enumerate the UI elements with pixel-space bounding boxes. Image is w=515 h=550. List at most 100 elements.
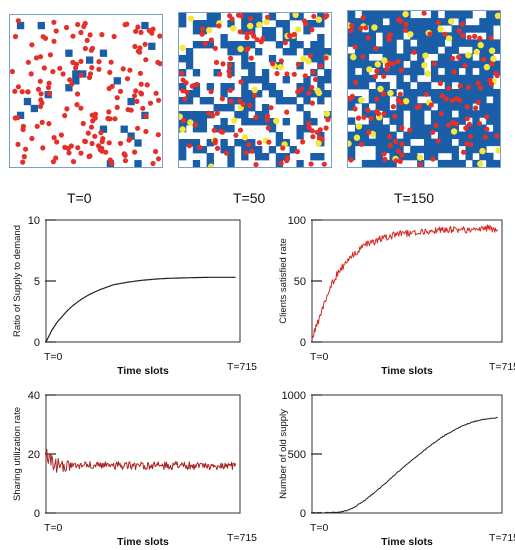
grid-cell — [375, 25, 383, 33]
grid-cell — [389, 53, 397, 62]
grid-highlight-dot — [483, 63, 491, 71]
grid-cell — [368, 18, 377, 26]
grid-dot — [124, 21, 130, 27]
grid-dot — [124, 76, 131, 82]
grid-dot — [180, 118, 187, 124]
grid-cell — [424, 18, 432, 26]
grid-cell — [241, 153, 249, 161]
grid-cell — [241, 41, 249, 49]
grid-cell — [451, 32, 459, 40]
grid-cell — [430, 74, 439, 83]
grid-dot — [375, 111, 381, 117]
grid-dot — [180, 77, 186, 83]
grid-dot — [489, 61, 495, 67]
grid-cell — [458, 25, 466, 33]
grid-cell — [275, 90, 284, 98]
grid-cell — [348, 152, 356, 161]
grid-dot — [96, 59, 102, 65]
grid-cell — [213, 125, 221, 133]
grid-dot — [482, 134, 488, 140]
grid-cell — [493, 18, 500, 26]
grid-dot — [457, 83, 463, 89]
grid-cell — [472, 145, 480, 154]
grid-dot — [146, 28, 152, 34]
grid-dot — [78, 29, 84, 36]
grid-cell — [361, 124, 370, 132]
grid-cell — [479, 124, 487, 132]
grid-cell — [37, 21, 45, 30]
grid-dot — [373, 45, 379, 51]
grid-cell — [486, 117, 494, 125]
grid-cell — [375, 145, 383, 154]
grid-cell — [368, 11, 377, 19]
grid-cell — [303, 48, 311, 56]
grid-cell — [403, 18, 411, 26]
grid-dot — [186, 143, 192, 149]
grid-cell — [486, 11, 494, 19]
grid-cell — [296, 104, 304, 112]
grid-svg-t0 — [10, 15, 162, 167]
grid-cell — [241, 104, 249, 112]
grid-dot — [57, 65, 63, 71]
grid-dot — [54, 139, 60, 145]
grid-cell — [241, 83, 249, 91]
grid-dot — [137, 70, 143, 76]
grid-cell — [361, 159, 370, 167]
grid-dot — [38, 97, 44, 103]
grid-cell — [424, 124, 432, 132]
grid-cell — [417, 46, 425, 54]
grid-highlight-dot — [263, 18, 270, 26]
grid-highlight-dot — [292, 13, 299, 18]
grid-dot — [384, 66, 390, 72]
grid-dot — [155, 156, 162, 162]
grid-dot — [226, 68, 232, 74]
grid-cell — [417, 60, 425, 69]
grid-dot — [286, 32, 293, 38]
grid-dot — [248, 55, 254, 61]
grid-highlight-dot — [448, 18, 455, 25]
grid-dot — [303, 21, 309, 27]
grid-cell — [437, 18, 446, 26]
grid-cell — [444, 138, 453, 147]
grid-cell — [382, 32, 390, 40]
grid-dot — [155, 132, 161, 138]
grid-cell — [268, 55, 277, 63]
grid-cell — [206, 97, 214, 105]
grid-dot — [20, 159, 26, 165]
grid-cell — [120, 125, 128, 133]
grid-cell — [354, 74, 363, 83]
grid-cell — [354, 18, 363, 26]
grid-cell — [382, 96, 390, 104]
grid-cell — [275, 139, 284, 147]
grid-dot — [244, 31, 250, 37]
plot-frame — [311, 219, 503, 343]
grid-dot — [464, 104, 470, 110]
grid-panel-t50 — [178, 12, 332, 168]
grid-dot — [92, 133, 98, 139]
grid-cell — [437, 89, 446, 97]
grid-cell — [479, 138, 487, 147]
grid-cell — [234, 48, 242, 56]
grid-dot — [473, 105, 479, 111]
grid-dot — [134, 98, 140, 104]
grid-cell — [451, 152, 459, 161]
grid-cell — [361, 131, 370, 140]
grid-cell — [310, 90, 318, 98]
grid-cell — [310, 41, 318, 49]
grid-cell — [185, 139, 194, 147]
grid-cell — [348, 32, 356, 40]
grid-cell — [417, 67, 425, 76]
grid-cell — [417, 18, 425, 26]
grid-dot — [107, 69, 113, 75]
y-tick-label: 100 — [288, 215, 306, 227]
grid-dot — [157, 33, 162, 39]
grid-cell — [255, 48, 263, 56]
grid-label-t50: T=50 — [233, 190, 266, 206]
x-start-label: T=0 — [44, 351, 63, 363]
grid-cell — [348, 74, 356, 83]
grid-dot — [100, 136, 106, 142]
y-tick-label: 1000 — [282, 390, 306, 402]
grid-cell — [389, 39, 397, 47]
grid-highlight-dot — [314, 87, 321, 95]
grid-dot — [15, 84, 21, 90]
